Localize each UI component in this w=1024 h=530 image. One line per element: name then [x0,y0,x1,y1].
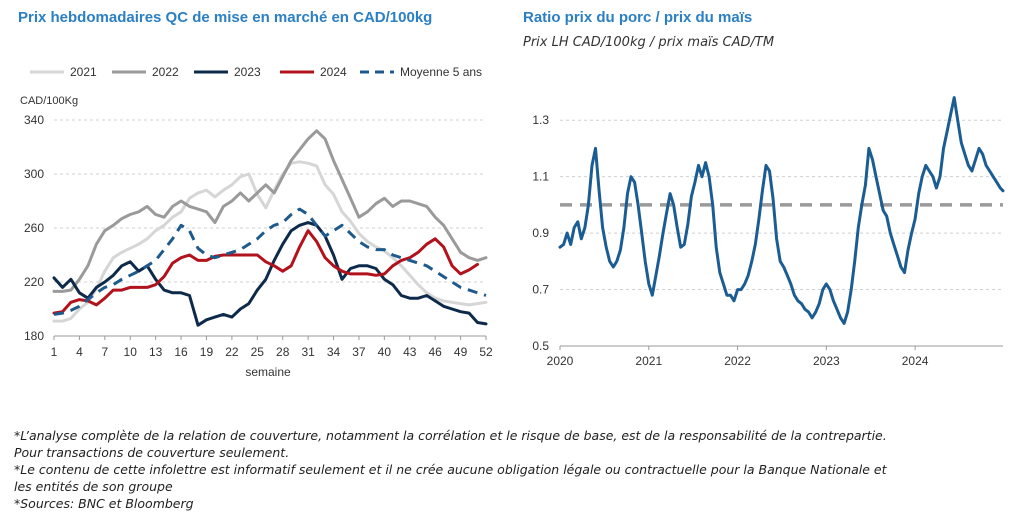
footnote-line: *Sources: BNC et Bloomberg [14,496,194,511]
left-x-tick-label: 19 [200,345,214,359]
right-x-tick-label: 2024 [902,354,929,368]
left-y-tick-label: 300 [24,167,44,181]
left-y-tick-label: 180 [24,329,44,343]
footnote-line: les entités de son groupe [14,479,173,494]
left-chart-title: Prix hebdomadaires QC de mise en marché … [18,9,432,26]
right-x-tick-label: 2020 [547,354,574,368]
left-x-tick-label: 7 [101,345,108,359]
left-y-tick-label: 220 [24,275,44,289]
left-x-tick-label: 34 [327,345,341,359]
right-y-tick-label: 0.9 [532,226,549,240]
footnote-line: *Le contenu de cette infolettre est info… [14,462,887,477]
left-x-tick-label: 46 [428,345,442,359]
left-x-tick-label: 43 [403,345,417,359]
right-y-tick-label: 1.3 [532,113,549,127]
legend-item: Moyenne 5 ans [360,65,482,79]
left-x-tick-label: 49 [454,345,468,359]
legend-item: 2021 [30,65,97,79]
ratio-series-line [558,96,1005,325]
legend-label: 2022 [152,65,179,79]
series-line-2022 [52,129,488,293]
right-x-tick-label: 2022 [724,354,751,368]
legend-item: 2024 [280,65,347,79]
left-y-axis-label: CAD/100Kg [20,95,78,107]
left-x-tick-label: 40 [378,345,392,359]
left-y-tick-label: 340 [24,113,44,127]
legend-item: 2022 [112,65,179,79]
right-chart-title: Ratio prix du porc / prix du maïs [523,9,752,26]
left-x-tick-label: 31 [301,345,315,359]
left-x-tick-label: 37 [352,345,366,359]
right-y-tick-label: 0.7 [532,283,549,297]
legend-item: 2023 [194,65,261,79]
left-x-tick-label: 13 [149,345,163,359]
right-y-tick-label: 1.1 [532,170,549,184]
series-line-2023 [52,221,488,327]
right-y-tick-label: 0.5 [532,339,549,353]
left-x-tick-label: 28 [276,345,290,359]
series-line-moyenne-5-ans [53,207,487,316]
left-x-tick-label: 10 [124,345,138,359]
ratio-chart: Ratio prix du porc / prix du maïs Prix L… [523,9,1005,368]
footnotes: *L’analyse complète de la relation de co… [14,427,1014,512]
left-y-tick-label: 260 [24,221,44,235]
left-x-tick-label: 1 [51,345,58,359]
legend-label: 2024 [320,65,347,79]
left-x-tick-label: 52 [479,345,493,359]
left-x-axis-label: semaine [245,365,291,379]
left-x-tick-label: 4 [76,345,83,359]
right-chart-subtitle: Prix LH CAD/100kg / prix maïs CAD/TM [523,35,774,50]
weekly-price-chart: Prix hebdomadaires QC de mise en marché … [18,9,493,379]
right-x-tick-label: 2021 [635,354,662,368]
legend-label: 2023 [234,65,261,79]
left-x-tick-label: 22 [225,345,239,359]
series-line-2024 [52,229,479,315]
legend-label: 2021 [70,65,97,79]
footnote-line: *L’analyse complète de la relation de co… [14,428,887,443]
left-x-tick-label: 16 [174,345,188,359]
left-x-tick-label: 25 [251,345,265,359]
footnote-line: Pour transactions de couverture seulemen… [14,445,290,460]
right-x-tick-label: 2023 [813,354,840,368]
legend-label: Moyenne 5 ans [400,65,482,79]
series-line-2021 [52,160,488,323]
